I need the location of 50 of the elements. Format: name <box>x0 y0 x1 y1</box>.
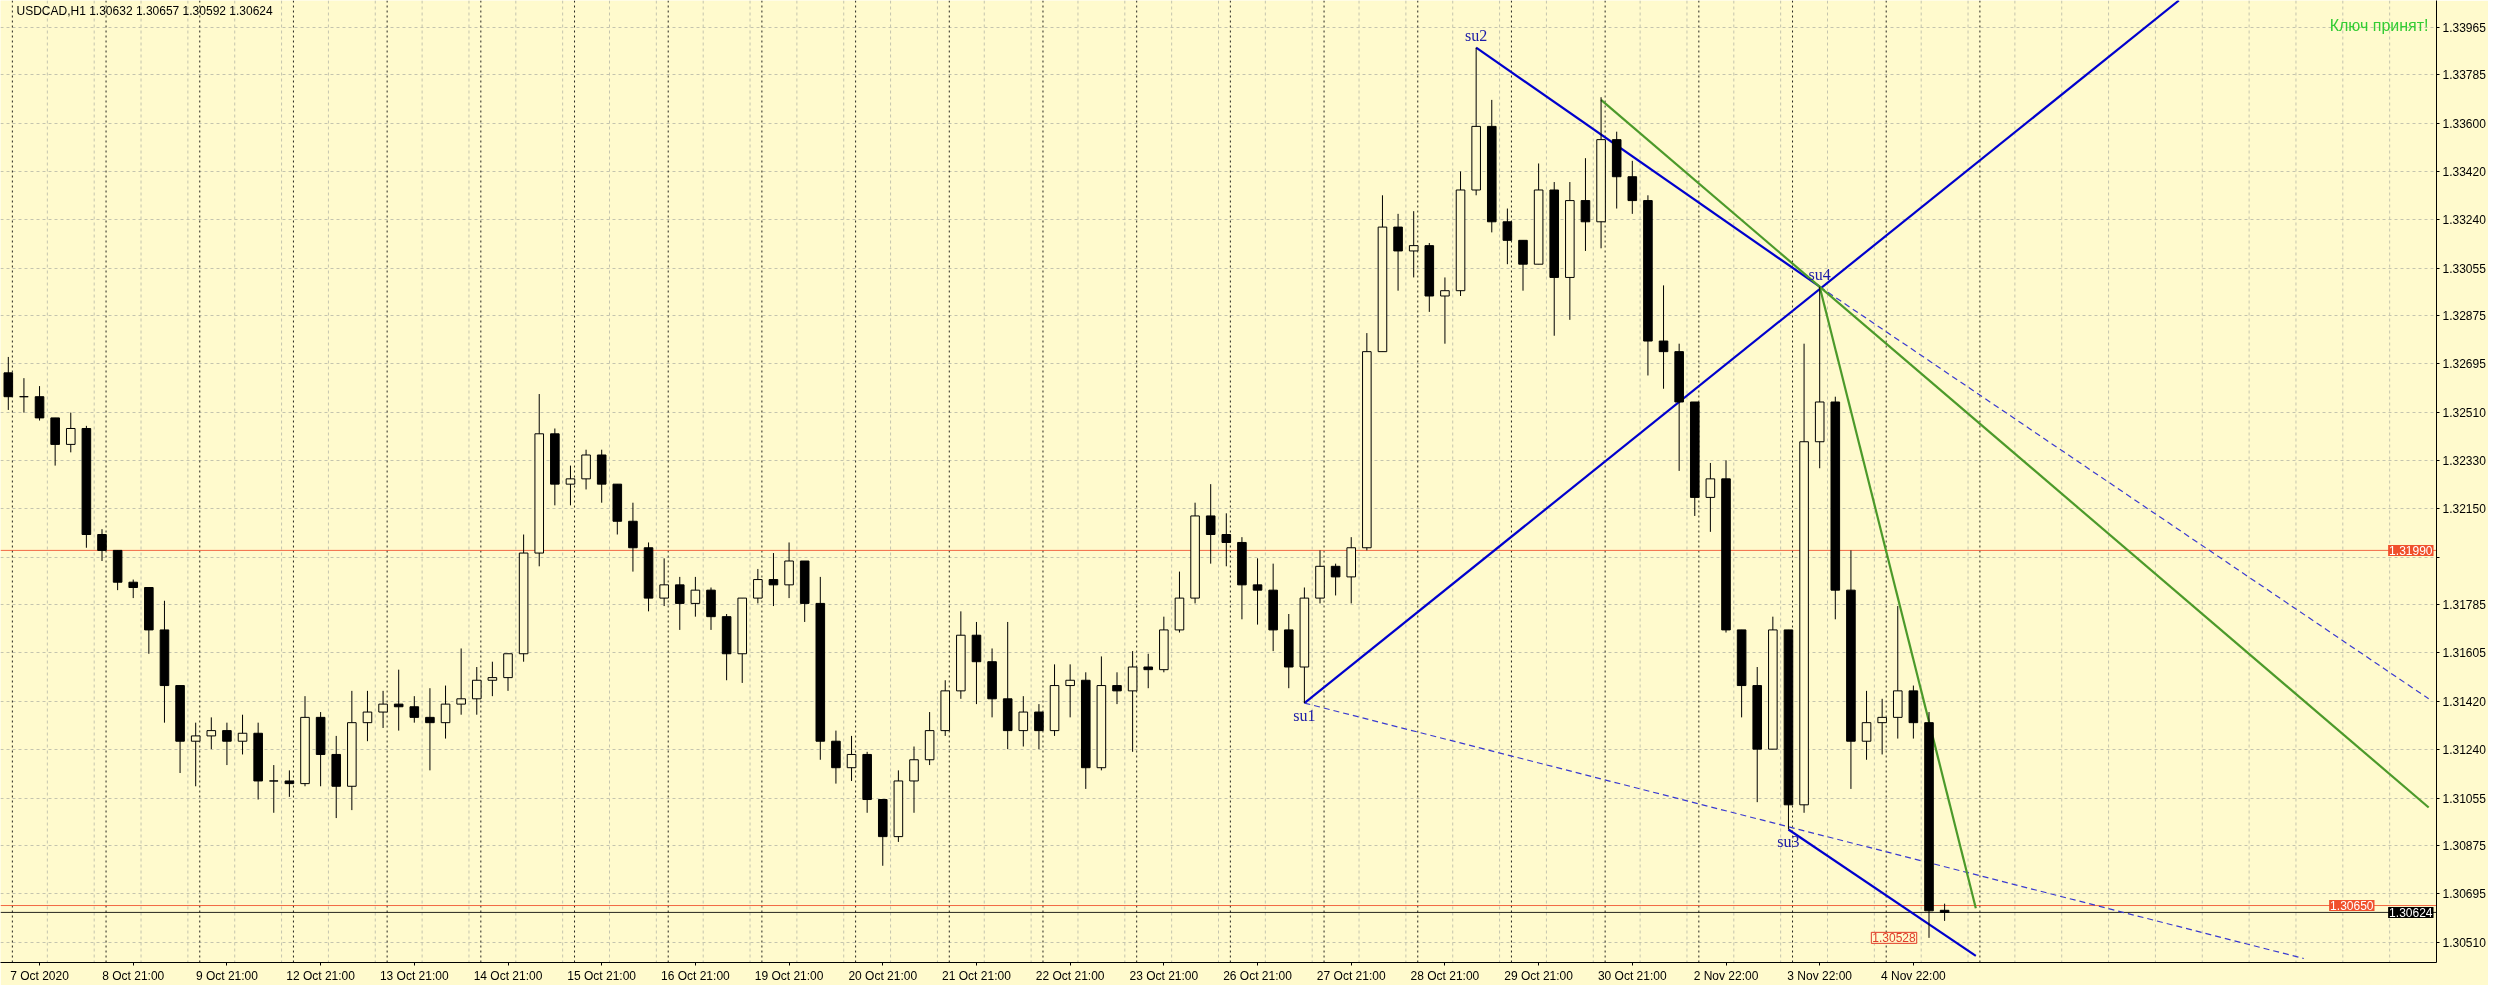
annotation: su1 <box>1293 707 1316 725</box>
x-tick-label: 9 Oct 21:00 <box>195 968 259 983</box>
y-tick-label: 1.33420 <box>2442 164 2487 179</box>
x-tick-label: 20 Oct 21:00 <box>848 968 918 983</box>
x-tick-label: 22 Oct 21:00 <box>1035 968 1105 983</box>
x-tick-label: 12 Oct 21:00 <box>286 968 356 983</box>
x-tick-label: 19 Oct 21:00 <box>754 968 824 983</box>
x-tick-label: 4 Nov 22:00 <box>1881 968 1947 983</box>
y-tick-label: 1.31420 <box>2442 694 2487 709</box>
annotation: su2 <box>1465 26 1488 44</box>
y-tick-label: 1.32330 <box>2442 453 2487 468</box>
y-tick-label: 1.32150 <box>2442 501 2487 516</box>
x-tick-label: 7 Oct 2020 <box>10 968 70 983</box>
y-tick-label: 1.30695 <box>2442 887 2487 902</box>
x-tick-label: 27 Oct 21:00 <box>1316 968 1386 983</box>
y-tick-label: 1.31785 <box>2442 598 2487 613</box>
y-tick-label: 1.32510 <box>2442 406 2487 421</box>
annotation: su3 <box>1777 833 1800 851</box>
x-tick-label: 21 Oct 21:00 <box>942 968 1012 983</box>
y-tick-label: 1.33240 <box>2442 212 2487 227</box>
y-tick-label: 1.33965 <box>2442 20 2487 35</box>
y-tick-label: 1.32875 <box>2442 309 2487 324</box>
annotation: Ключ принят! <box>2329 16 2429 34</box>
y-tick-label: 1.31240 <box>2442 742 2487 757</box>
y-tick-label: 1.33785 <box>2442 68 2487 83</box>
x-tick-label: 23 Oct 21:00 <box>1129 968 1199 983</box>
x-tick-label: 2 Nov 22:00 <box>1693 968 1759 983</box>
x-tick-label: 26 Oct 21:00 <box>1223 968 1293 983</box>
ref-line-label: 1.30650 <box>2330 899 2374 914</box>
ref-line-label: 1.30624 <box>2389 905 2433 920</box>
y-tick-label: 1.32695 <box>2442 357 2487 372</box>
chart-title: USDCAD,H1 1.30632 1.30657 1.30592 1.30624 <box>16 3 274 18</box>
annotation: su4 <box>1808 265 1831 283</box>
text: 1.30528 <box>1872 931 1916 946</box>
x-tick-label: 30 Oct 21:00 <box>1597 968 1667 983</box>
x-tick-label: 28 Oct 21:00 <box>1410 968 1480 983</box>
x-tick-label: 29 Oct 21:00 <box>1504 968 1574 983</box>
y-tick-label: 1.33600 <box>2442 117 2487 132</box>
x-tick-label: 15 Oct 21:00 <box>567 968 637 983</box>
ref-line-label: 1.31990 <box>2389 543 2433 558</box>
y-tick-label: 1.31605 <box>2442 645 2487 660</box>
y-tick-label: 1.33055 <box>2442 261 2487 276</box>
y-tick-label: 1.31055 <box>2442 791 2487 806</box>
x-tick-label: 16 Oct 21:00 <box>661 968 731 983</box>
x-tick-label: 13 Oct 21:00 <box>379 968 449 983</box>
y-tick-label: 1.30510 <box>2442 936 2487 951</box>
x-tick-label: 3 Nov 22:00 <box>1787 968 1853 983</box>
x-tick-label: 8 Oct 21:00 <box>102 968 165 983</box>
x-tick-label: 14 Oct 21:00 <box>473 968 543 983</box>
y-tick-label: 1.30875 <box>2442 839 2487 854</box>
